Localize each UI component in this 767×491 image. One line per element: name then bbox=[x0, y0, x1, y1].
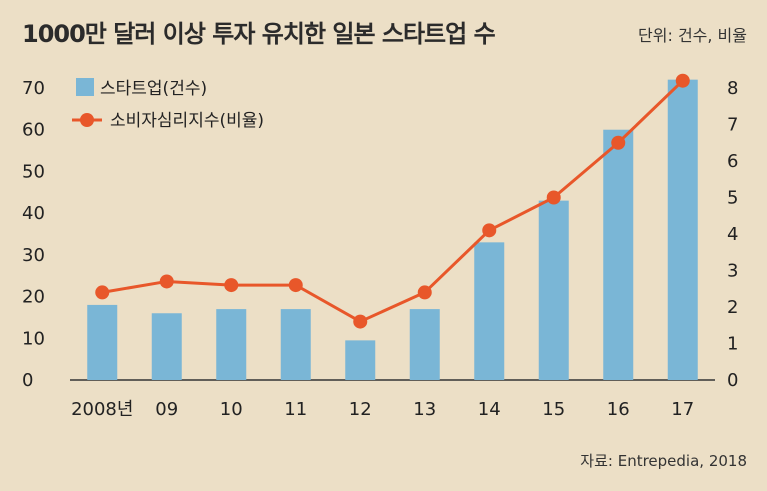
y-right-tick-label: 4 bbox=[727, 224, 738, 245]
y-right-tick-label: 1 bbox=[727, 334, 738, 355]
y-right-tick-label: 3 bbox=[727, 261, 738, 282]
bar bbox=[409, 309, 440, 380]
unit-label: 단위: 건수, 비율 bbox=[638, 26, 747, 45]
x-tick-label: 2008년 bbox=[71, 399, 133, 420]
x-tick-label: 15 bbox=[542, 399, 565, 420]
x-tick-label: 17 bbox=[671, 399, 694, 420]
legend-line-marker bbox=[80, 113, 94, 127]
y-left-tick-label: 50 bbox=[22, 161, 45, 182]
y-right-tick-label: 2 bbox=[727, 297, 738, 318]
y-left-tick-label: 10 bbox=[22, 328, 45, 349]
bar bbox=[280, 309, 311, 380]
line-point bbox=[288, 278, 303, 293]
x-tick-label: 10 bbox=[220, 399, 243, 420]
line-series bbox=[101, 79, 684, 324]
x-tick-label: 13 bbox=[413, 399, 436, 420]
source-note: 자료: Entrepedia, 2018 bbox=[580, 452, 747, 470]
y-left-tick-label: 20 bbox=[22, 287, 45, 308]
legend-bar-label: 스타트업(건수) bbox=[100, 79, 207, 99]
x-tick-label: 11 bbox=[284, 399, 307, 420]
y-right-tick-label: 8 bbox=[727, 78, 738, 99]
line-point bbox=[675, 73, 690, 88]
legend-bar-swatch bbox=[76, 78, 94, 96]
bar bbox=[216, 309, 247, 380]
y-left-tick-label: 40 bbox=[22, 203, 45, 224]
bar bbox=[87, 304, 118, 380]
chart-title: 1000만 달러 이상 투자 유치한 일본 스타트업 수 bbox=[22, 20, 496, 48]
y-right-tick-label: 0 bbox=[727, 370, 738, 391]
y-right-tick-label: 5 bbox=[727, 188, 738, 209]
y-left-tick-label: 60 bbox=[22, 120, 45, 141]
line-point bbox=[159, 274, 174, 289]
line-point bbox=[353, 314, 368, 329]
line-point bbox=[546, 190, 561, 205]
x-tick-label: 14 bbox=[478, 399, 501, 420]
x-tick-label: 12 bbox=[349, 399, 372, 420]
line-point bbox=[611, 135, 626, 150]
y-right-tick-label: 7 bbox=[727, 115, 738, 136]
bar bbox=[538, 200, 569, 380]
y-left-tick-label: 30 bbox=[22, 245, 45, 266]
y-left-tick-label: 70 bbox=[22, 78, 45, 99]
y-left-tick-label: 0 bbox=[22, 370, 33, 391]
line-point bbox=[224, 278, 239, 293]
line-point bbox=[482, 223, 497, 238]
legend-line-label: 소비자심리지수(비율) bbox=[110, 111, 264, 131]
line-point bbox=[417, 285, 432, 300]
bar bbox=[474, 242, 505, 380]
x-tick-label: 09 bbox=[155, 399, 178, 420]
bar bbox=[603, 129, 634, 380]
bar bbox=[667, 79, 698, 381]
x-tick-label: 16 bbox=[607, 399, 630, 420]
bar bbox=[151, 313, 182, 380]
y-right-tick-label: 6 bbox=[727, 151, 738, 172]
bar bbox=[345, 340, 376, 380]
line-point bbox=[95, 285, 110, 300]
